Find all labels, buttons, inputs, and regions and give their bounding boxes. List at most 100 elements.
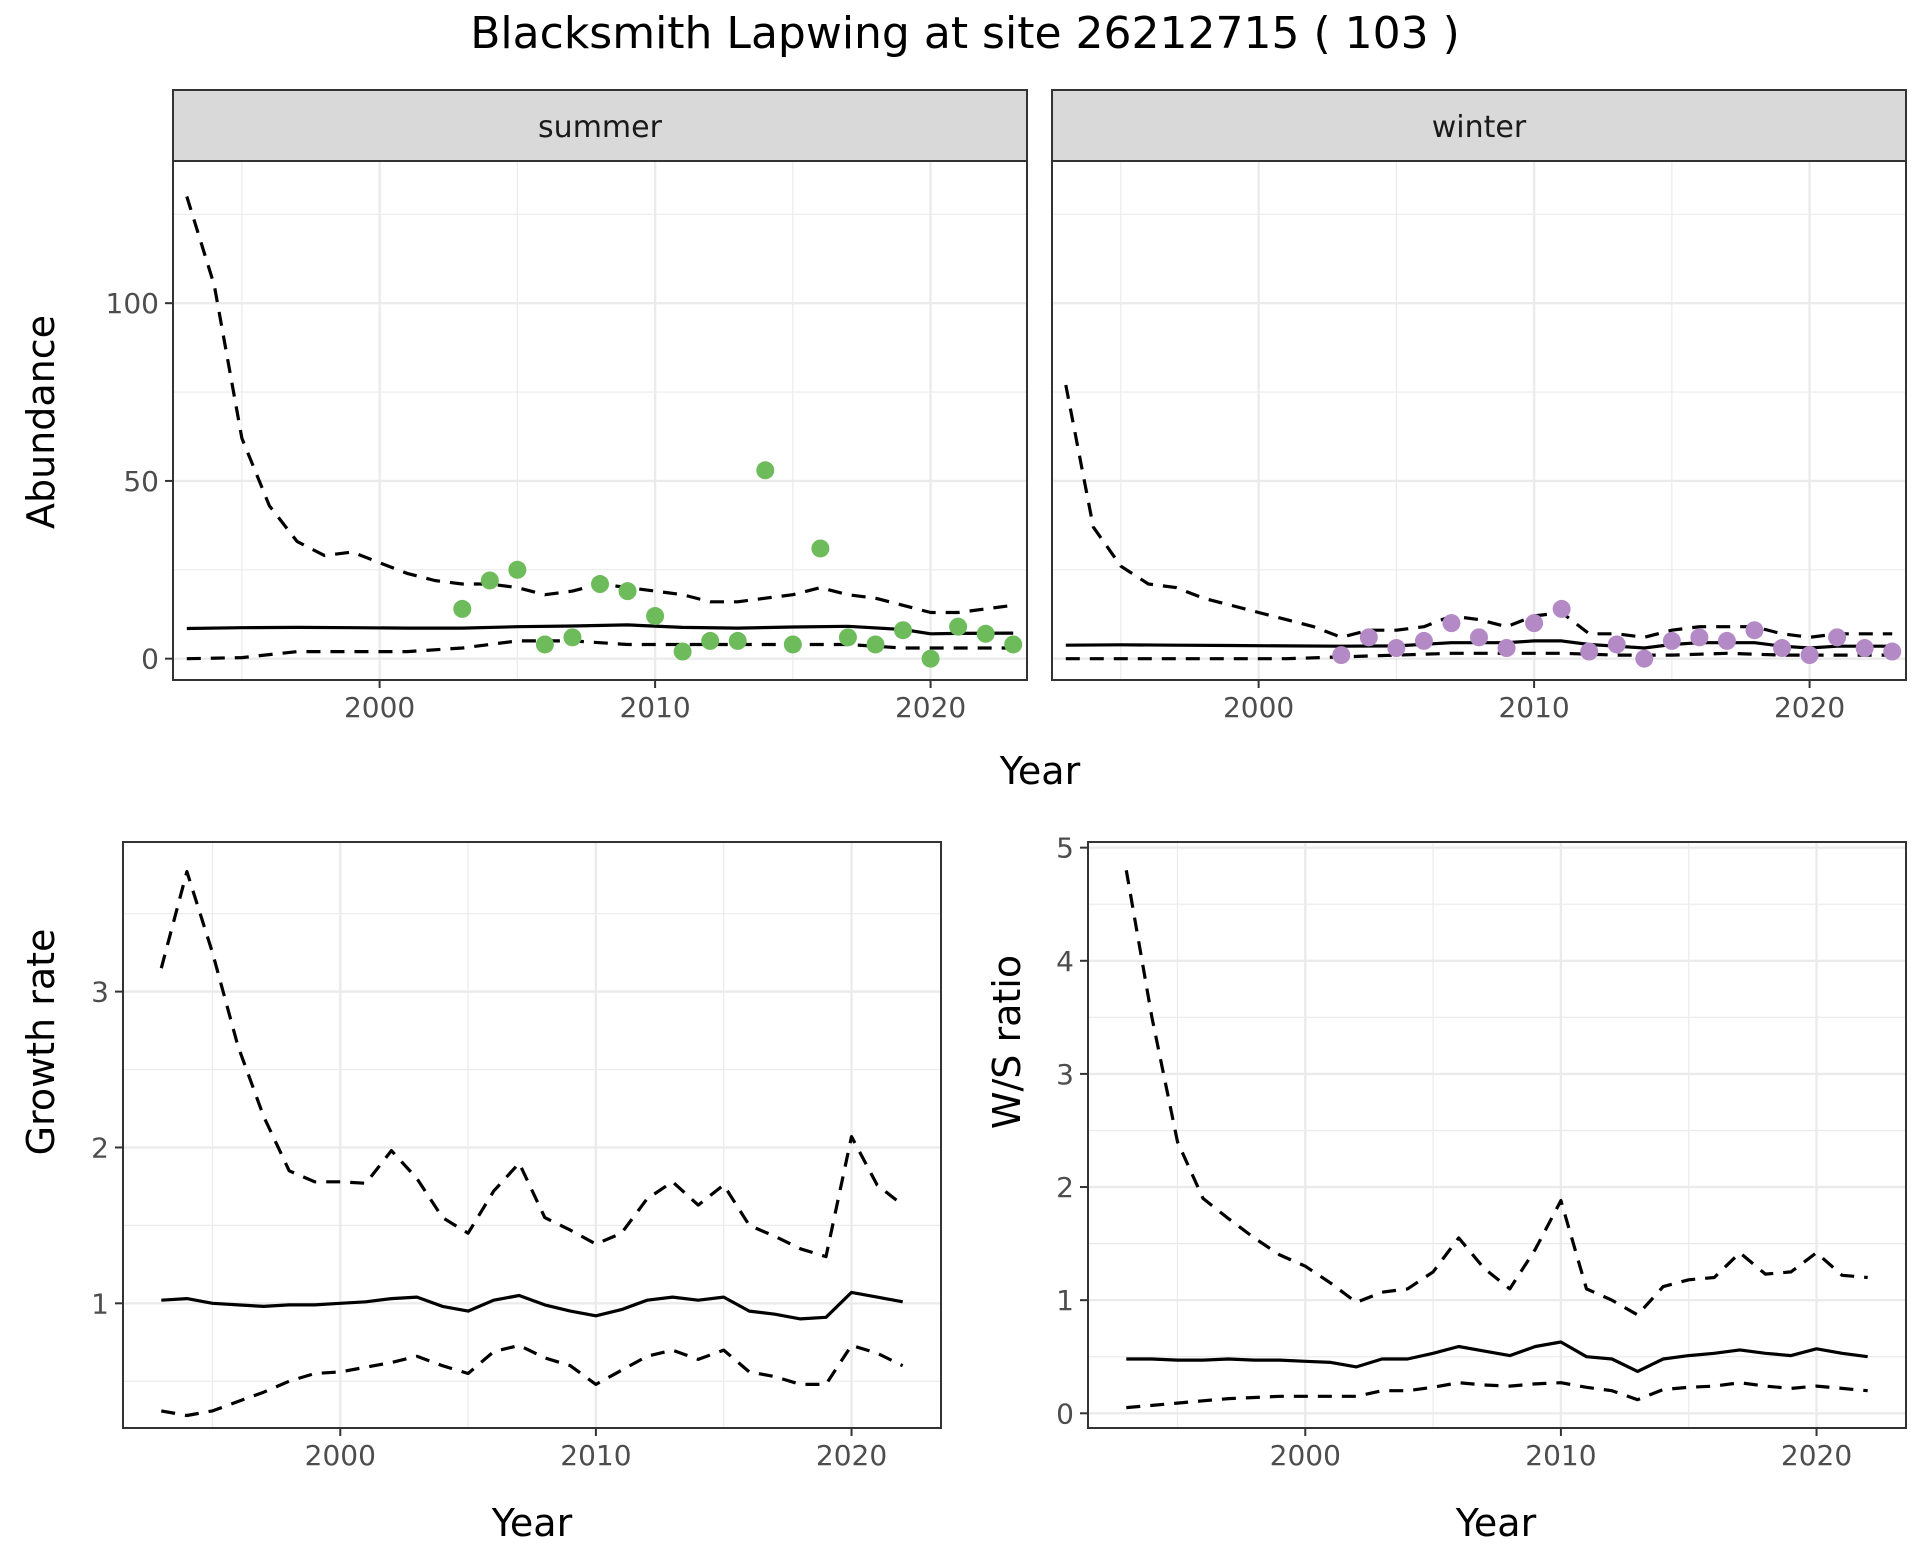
series-line-lower — [1126, 1381, 1868, 1410]
y-axis-title-abundance: Abundance — [19, 315, 63, 529]
x-tick-label: 2020 — [895, 691, 966, 724]
data-point — [1442, 614, 1461, 633]
data-point — [1497, 639, 1516, 658]
data-point — [591, 575, 609, 594]
y-tick-label: 0 — [141, 643, 159, 676]
x-tick-label: 2010 — [560, 1439, 631, 1472]
y-tick-label: 3 — [91, 976, 109, 1009]
x-tick-label: 2000 — [1223, 691, 1294, 724]
panel-border — [1087, 841, 1907, 1429]
grid — [123, 842, 941, 1428]
strip-label-winter: winter — [1432, 110, 1527, 145]
data-point — [1552, 599, 1571, 618]
y-tick-label: 1 — [91, 1287, 109, 1320]
x-axis-title-growth-rate: Year — [491, 1501, 573, 1545]
data-point — [838, 628, 857, 647]
data-point — [673, 642, 692, 661]
data-point — [1800, 646, 1819, 665]
data-point — [1607, 635, 1626, 654]
panel-summer: summer Abundance 2000 2010 2020 0 50 100 — [19, 89, 1028, 724]
data-point — [1745, 621, 1764, 640]
data-point — [921, 649, 940, 668]
data-point — [701, 631, 720, 650]
plot-background — [173, 161, 1027, 680]
data-point — [1855, 639, 1874, 658]
panel-winter: winter 2000 2010 2020 — [1051, 89, 1907, 724]
data-point — [1635, 649, 1654, 668]
y-tick-label: 50 — [123, 465, 159, 498]
data-point — [866, 635, 885, 654]
series-line-estimate — [186, 623, 1014, 636]
data-point — [1580, 642, 1599, 661]
data-point — [618, 582, 637, 601]
data-point — [1470, 628, 1488, 647]
series-line-upper — [159, 870, 904, 1259]
data-point — [1525, 614, 1544, 633]
x-tick-label: 2010 — [619, 691, 690, 724]
data-point — [783, 635, 802, 654]
y-tick-label: 5 — [1056, 832, 1074, 865]
x-axis-title-ws-ratio: Year — [1455, 1501, 1537, 1545]
panel-border — [122, 841, 942, 1429]
data-point — [1414, 631, 1433, 650]
series-line-lower — [186, 639, 1014, 661]
series-line-estimate — [1065, 639, 1893, 650]
strip-label-summer: summer — [538, 110, 663, 145]
grid — [1088, 842, 1906, 1428]
y-axis-title-growth-rate: Growth rate — [19, 929, 63, 1156]
panel-border — [172, 160, 1028, 681]
grid — [173, 161, 1027, 680]
x-tick-label: 2020 — [1781, 1439, 1852, 1472]
data-point — [976, 624, 995, 643]
strip-winter — [1051, 89, 1907, 162]
data-point — [453, 599, 472, 618]
data-point — [508, 560, 527, 579]
x-tick-label: 2010 — [1525, 1439, 1596, 1472]
panel-growth-rate: Growth rate Year 2000 2010 2020 1 2 3 — [19, 841, 942, 1545]
data-point — [1004, 635, 1023, 654]
y-tick-label: 2 — [1056, 1171, 1074, 1204]
data-point — [1717, 631, 1736, 650]
data-point — [1387, 639, 1406, 658]
y-tick-label: 2 — [91, 1131, 109, 1164]
x-tick-label: 2000 — [1270, 1439, 1341, 1472]
x-tick-label: 2020 — [816, 1439, 887, 1472]
panel-border — [1051, 160, 1907, 681]
series-line-upper — [1124, 870, 1868, 1317]
data-point — [1690, 628, 1709, 647]
y-tick-label: 4 — [1056, 945, 1074, 978]
plot-background — [1088, 842, 1906, 1428]
data-point — [1359, 628, 1378, 647]
data-point — [756, 461, 775, 480]
data-point — [535, 635, 554, 654]
strip-summer — [172, 89, 1028, 162]
data-point — [646, 607, 665, 626]
y-tick-label: 1 — [1056, 1284, 1074, 1317]
data-point — [1332, 646, 1351, 665]
data-point — [1883, 642, 1902, 661]
series-line-estimate — [161, 1290, 903, 1321]
x-tick-label: 2000 — [344, 691, 415, 724]
figure-title: Blacksmith Lapwing at site 26212715 ( 10… — [470, 8, 1459, 59]
x-tick-label: 2010 — [1498, 691, 1569, 724]
x-tick-label: 2000 — [305, 1439, 376, 1472]
data-point — [811, 539, 830, 558]
series-line-lower — [1065, 651, 1893, 661]
data-point — [480, 571, 499, 590]
y-tick-label: 3 — [1056, 1058, 1074, 1091]
data-point — [894, 621, 913, 640]
plot-background — [123, 842, 941, 1428]
y-tick-label: 0 — [1056, 1397, 1074, 1430]
data-point — [563, 628, 582, 647]
x-axis-title-top: Year — [999, 749, 1081, 793]
data-point — [949, 617, 968, 636]
data-point — [1828, 628, 1847, 647]
plot-background — [1052, 161, 1906, 680]
data-point — [1773, 639, 1792, 658]
y-axis-title-ws-ratio: W/S ratio — [985, 955, 1029, 1129]
data-point — [1662, 631, 1681, 650]
data-point — [728, 631, 747, 650]
x-tick-label: 2020 — [1774, 691, 1845, 724]
panel-ws-ratio: W/S ratio Year 2000 2010 2020 0 1 2 3 4 5 — [985, 832, 1907, 1545]
